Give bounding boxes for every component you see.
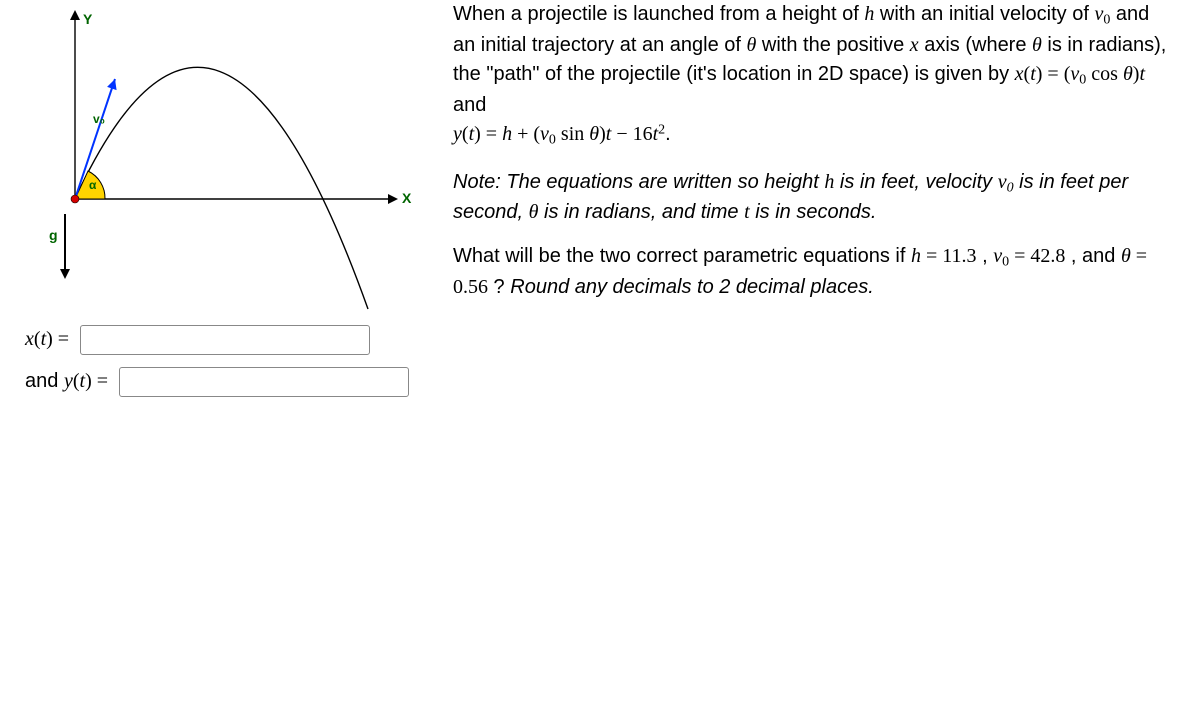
note-prefix: Note: The equations are written so heigh… bbox=[453, 171, 824, 193]
intro-text-1: When a projectile is launched from a hei… bbox=[453, 3, 864, 25]
projectile-diagram: Y X v₀ α g bbox=[33, 4, 423, 314]
answer-y-and: and bbox=[25, 370, 64, 392]
answer-y-label: and y(t) = bbox=[25, 370, 113, 393]
q-v0-assign: v0 = 42.8 bbox=[993, 245, 1065, 267]
note-mid3: is in radians, and time bbox=[538, 201, 744, 223]
answer-x-label: x(t) = bbox=[25, 328, 74, 351]
answer-y-line: and y(t) = bbox=[25, 367, 1175, 397]
note-theta: θ bbox=[529, 201, 539, 223]
note-h: h bbox=[824, 171, 834, 193]
answer-x-line: x(t) = bbox=[25, 325, 1175, 355]
var-theta: θ bbox=[747, 34, 757, 56]
var-x: x bbox=[910, 34, 919, 56]
intro-text-4: with the positive bbox=[756, 34, 909, 56]
answer-x-input[interactable] bbox=[80, 325, 370, 355]
note-v0: v0 bbox=[998, 171, 1014, 193]
q-p2: , bbox=[977, 245, 994, 267]
svg-text:v₀: v₀ bbox=[93, 112, 105, 126]
svg-text:g: g bbox=[49, 227, 58, 243]
eq-period: . bbox=[665, 123, 671, 145]
q-tail: Round any decimals to 2 decimal places. bbox=[510, 276, 874, 298]
svg-text:Y: Y bbox=[83, 11, 93, 27]
intro-text-5: axis (where bbox=[919, 34, 1032, 56]
note-suffix: is in seconds. bbox=[750, 201, 877, 223]
var-v0: v0 bbox=[1094, 3, 1110, 25]
svg-text:X: X bbox=[402, 190, 412, 206]
note-mid1: is in feet, velocity bbox=[834, 171, 997, 193]
var-theta-2: θ bbox=[1032, 34, 1042, 56]
q-p3: , and bbox=[1065, 245, 1121, 267]
answer-y-input[interactable] bbox=[119, 367, 409, 397]
var-h: h bbox=[864, 3, 874, 25]
intro-text-2: with an initial velocity of bbox=[874, 3, 1094, 25]
eq-x: x(t) = (v0 cos θ)t bbox=[1015, 63, 1145, 85]
q-p1: What will be the two correct parametric … bbox=[453, 245, 911, 267]
eq-y: y(t) = h + (v0 sin θ)t − 16t2 bbox=[453, 123, 665, 145]
svg-text:α: α bbox=[89, 178, 97, 192]
q-p4: ? bbox=[488, 276, 510, 298]
q-h-assign: h = 11.3 bbox=[911, 245, 977, 267]
intro-text-7: and bbox=[453, 94, 486, 116]
